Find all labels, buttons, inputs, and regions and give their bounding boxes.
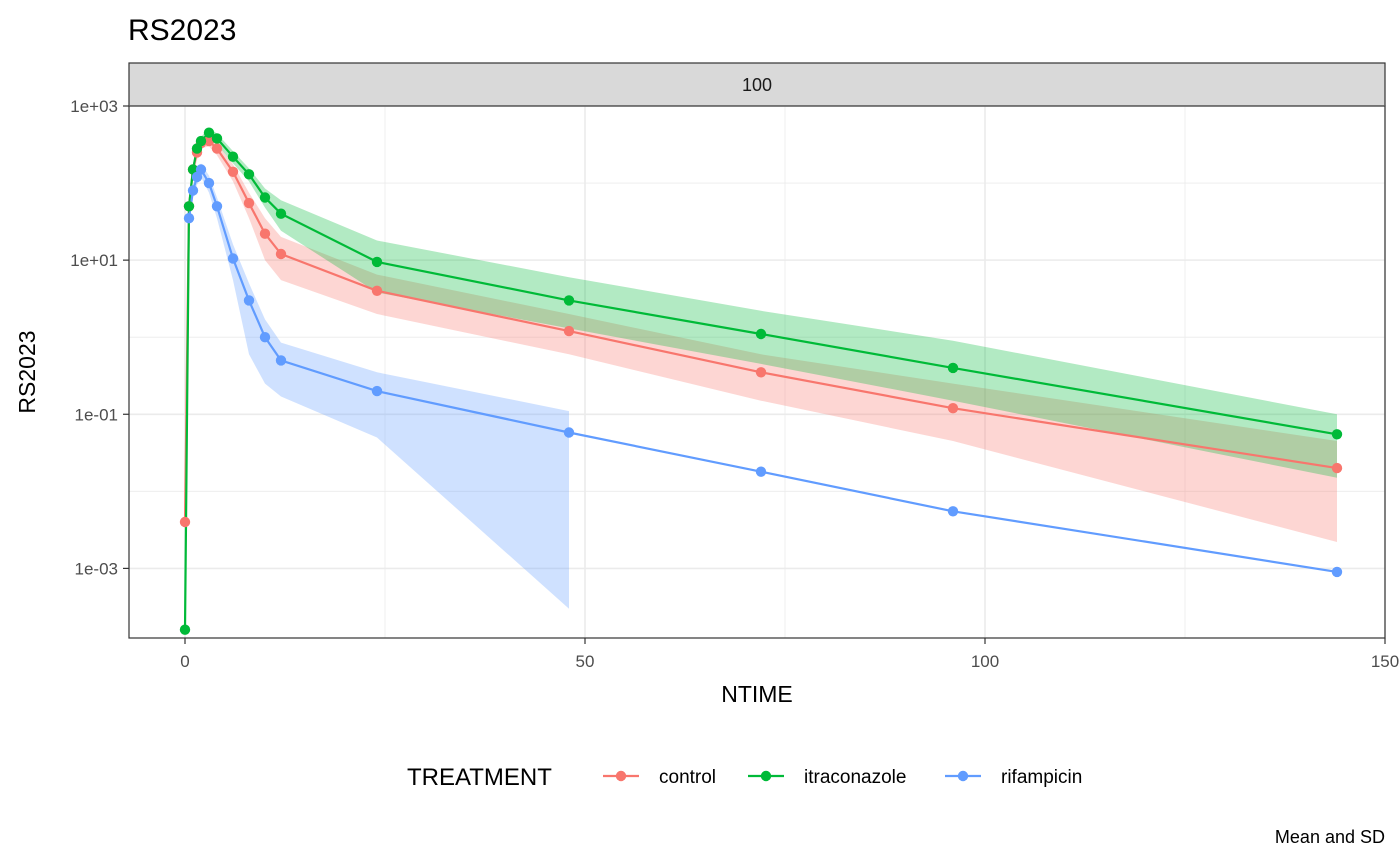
panel-border bbox=[128, 105, 1386, 639]
sd-band-itraconazole bbox=[189, 127, 1337, 478]
data-point-rifampicin bbox=[203, 177, 215, 189]
data-point-rifampicin bbox=[275, 355, 287, 366]
legend-label: rifampicin bbox=[1001, 767, 1082, 788]
data-point-rifampicin bbox=[371, 385, 383, 397]
data-point-control bbox=[227, 166, 239, 177]
x-axis-ticks: 0 50 100 150 bbox=[180, 638, 1399, 671]
data-point-itraconazole bbox=[275, 208, 287, 219]
data-point-rifampicin bbox=[563, 427, 575, 438]
data-point-control bbox=[259, 228, 271, 239]
data-point-itraconazole bbox=[259, 192, 271, 203]
y-axis-ticks: 1e-03 1e-01 1e+01 1e+03 bbox=[70, 97, 129, 578]
y-tick-label: 1e+03 bbox=[70, 97, 118, 116]
data-point-control bbox=[243, 197, 255, 209]
data-point-rifampicin bbox=[187, 185, 199, 196]
legend-key-point bbox=[760, 770, 772, 782]
legend: TREATMENT control itraconazole rifampicin bbox=[407, 764, 1082, 791]
facet-strip-label: 100 bbox=[742, 75, 772, 95]
data-point-control bbox=[563, 325, 575, 337]
legend-key-point bbox=[615, 770, 627, 782]
x-tick-label: 0 bbox=[180, 652, 189, 671]
x-tick-label: 100 bbox=[971, 652, 999, 671]
data-point-control bbox=[275, 248, 287, 260]
data-point-control bbox=[947, 403, 959, 414]
data-point-control bbox=[1331, 462, 1343, 474]
y-tick-label: 1e-03 bbox=[75, 559, 118, 578]
data-point-control bbox=[203, 135, 215, 147]
facet-strip bbox=[128, 62, 1386, 107]
data-points bbox=[179, 127, 1343, 635]
legend-item-rifampicin: rifampicin bbox=[945, 767, 1082, 788]
legend-item-control: control bbox=[603, 767, 716, 788]
data-point-itraconazole bbox=[1331, 429, 1343, 440]
data-point-itraconazole bbox=[211, 133, 223, 144]
data-point-rifampicin bbox=[1331, 566, 1343, 578]
y-tick-label: 1e-01 bbox=[75, 405, 118, 424]
data-point-itraconazole bbox=[179, 624, 191, 635]
data-point-itraconazole bbox=[203, 127, 215, 138]
data-point-itraconazole bbox=[195, 135, 207, 147]
data-point-rifampicin bbox=[947, 506, 959, 517]
x-tick-label: 50 bbox=[576, 652, 595, 671]
data-point-itraconazole bbox=[227, 151, 239, 162]
data-point-rifampicin bbox=[755, 466, 767, 477]
legend-label: itraconazole bbox=[804, 767, 906, 788]
data-point-itraconazole bbox=[243, 169, 255, 180]
y-tick-label: 1e+01 bbox=[70, 251, 118, 270]
chart-caption: Mean and SD bbox=[1275, 827, 1385, 847]
legend-item-itraconazole: itraconazole bbox=[748, 767, 906, 788]
series-line-itraconazole bbox=[183, 131, 1338, 630]
data-point-itraconazole bbox=[755, 328, 767, 340]
data-point-control bbox=[179, 516, 191, 528]
data-point-rifampicin bbox=[211, 201, 223, 212]
data-point-rifampicin bbox=[227, 253, 239, 264]
chart-title: RS2023 bbox=[128, 14, 236, 47]
legend-key-point bbox=[957, 770, 969, 782]
sd-bands bbox=[189, 127, 1337, 609]
y-axis-title: RS2023 bbox=[14, 330, 40, 413]
data-point-rifampicin bbox=[243, 295, 255, 306]
data-point-itraconazole bbox=[563, 295, 575, 306]
data-point-rifampicin bbox=[183, 213, 195, 224]
x-tick-label: 150 bbox=[1371, 652, 1399, 671]
data-point-control bbox=[371, 285, 383, 296]
legend-label: control bbox=[659, 767, 716, 788]
legend-items: control itraconazole rifampicin bbox=[603, 767, 1082, 788]
data-point-itraconazole bbox=[183, 201, 195, 212]
data-point-rifampicin bbox=[195, 164, 207, 175]
sd-band-rifampicin bbox=[189, 163, 569, 609]
x-axis-title: NTIME bbox=[721, 681, 793, 707]
sd-band-control bbox=[189, 136, 1337, 542]
data-point-control bbox=[755, 367, 767, 378]
data-point-rifampicin bbox=[259, 332, 271, 343]
data-point-control bbox=[211, 143, 223, 154]
legend-title: TREATMENT bbox=[407, 764, 552, 791]
data-point-itraconazole bbox=[371, 256, 383, 268]
data-point-itraconazole bbox=[947, 362, 959, 374]
